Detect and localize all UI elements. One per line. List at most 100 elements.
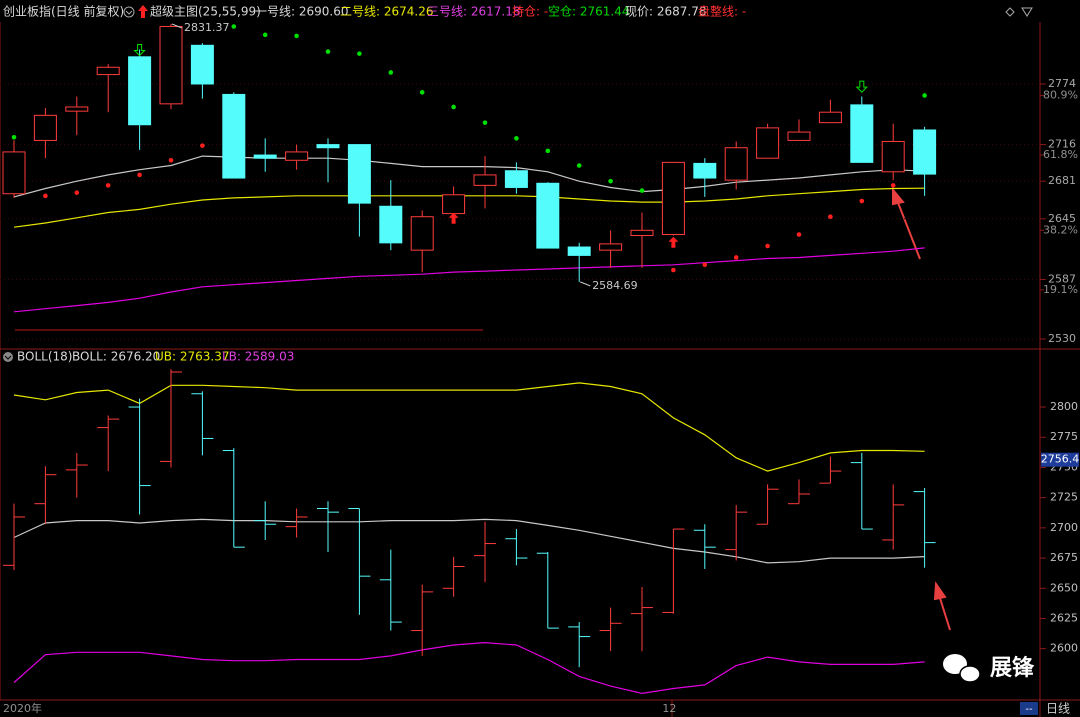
candle-body — [850, 104, 874, 163]
sar-dot — [922, 93, 927, 98]
sar-dot — [671, 267, 676, 273]
period-label[interactable]: 日线 — [1046, 702, 1070, 716]
footer-box[interactable] — [1020, 702, 1038, 715]
boll-line — [13, 382, 925, 472]
indicator-icon[interactable] — [3, 352, 13, 362]
pct-tick-label: 19.1% — [1043, 283, 1078, 296]
annotation: 2584.69 — [592, 279, 638, 292]
x-tick-label: 2020年 — [3, 701, 42, 715]
sar-dot — [11, 134, 17, 140]
header-item: 现价: 2687.78 — [625, 5, 706, 19]
sar-dot — [43, 193, 48, 199]
candle-body — [473, 174, 497, 186]
y-tick-label: 2700 — [1050, 521, 1078, 534]
sar-dot — [388, 70, 394, 75]
y-tick-label: 2775 — [1050, 430, 1078, 443]
boll-legend: UB: 2763.37 — [155, 350, 230, 364]
sell-signal — [133, 44, 146, 57]
candle-body — [599, 243, 623, 251]
candle-body — [787, 131, 811, 141]
header-item: 创业板指(日线 前复权) — [3, 4, 124, 19]
indicator-line — [13, 247, 925, 313]
sar-dot — [733, 255, 739, 260]
footer-box-label: -- — [1025, 704, 1033, 715]
pct-tick-label: 61.8% — [1043, 148, 1078, 161]
sar-dot — [482, 120, 488, 125]
sar-dot — [74, 190, 80, 195]
candle-body — [159, 25, 183, 105]
dropdown-icon[interactable] — [123, 6, 135, 18]
candle-body — [2, 151, 26, 195]
y-tick-label: 2625 — [1050, 611, 1078, 624]
candle-body — [65, 106, 89, 112]
price-marker-label: 2756.4 — [1041, 453, 1080, 466]
collapse-icon[interactable] — [1021, 7, 1033, 17]
y-tick-label: 2681 — [1048, 174, 1076, 187]
signal-icon — [138, 5, 148, 18]
indicator-line — [13, 155, 925, 198]
sar-dot — [765, 243, 770, 249]
header-item: 三号线: 2617.18 — [427, 5, 520, 19]
window-icon[interactable] — [1005, 7, 1015, 17]
candle-body — [253, 154, 277, 159]
boll-line — [13, 641, 925, 695]
sar-dot — [576, 163, 582, 168]
indicator-line — [13, 187, 925, 228]
sar-dot — [514, 136, 519, 141]
header-item: 超级主图(25,55,99) — [150, 4, 261, 19]
candle-body — [818, 111, 842, 124]
candle-body — [693, 162, 717, 179]
header-item: 持仓: - — [512, 4, 548, 19]
candle-body — [190, 44, 214, 85]
sar-dot — [357, 51, 362, 56]
sar-dot — [137, 172, 142, 178]
sar-dot — [796, 232, 802, 237]
y-tick-label: 2675 — [1050, 551, 1078, 564]
annotation: 2831.37 — [184, 21, 230, 34]
pct-tick-label: 38.2% — [1043, 223, 1078, 236]
boll-legend: LB: 2589.03 — [222, 350, 294, 364]
sar-dot — [608, 178, 613, 184]
boll-legend: BOLL(18) — [17, 350, 72, 364]
sar-dot — [859, 198, 865, 204]
y-tick-label: 2587 — [1048, 272, 1076, 285]
sar-dot — [702, 262, 708, 268]
y-tick-label: 2600 — [1050, 642, 1078, 655]
candle-body — [222, 93, 246, 179]
sar-dot — [325, 49, 331, 54]
y-tick-label: 2650 — [1050, 581, 1078, 594]
indicator-chevron — [4, 355, 12, 360]
candle-body — [316, 144, 340, 149]
candle-body — [913, 129, 937, 175]
price-marker — [1041, 452, 1079, 467]
y-tick-label: 2530 — [1048, 332, 1076, 345]
header-item: 盘整线: - — [698, 4, 746, 19]
x-tick-label: 12 — [662, 702, 676, 715]
pct-tick-label: 80.9% — [1043, 88, 1078, 101]
sar-dot — [828, 214, 833, 220]
boll-legend: BOLL: 2676.20 — [72, 350, 160, 364]
sar-dot — [451, 104, 456, 110]
candle-body — [756, 127, 780, 159]
y-tick-label: 2800 — [1050, 400, 1078, 413]
sar-dot — [419, 90, 425, 95]
y-tick-label: 2645 — [1048, 212, 1076, 225]
candle-body — [567, 246, 591, 256]
candle-body — [881, 140, 905, 173]
sar-dot — [105, 183, 111, 188]
candle-body — [347, 144, 371, 204]
sar-dot — [200, 143, 205, 148]
candle-body — [128, 56, 152, 126]
watermark-icon — [943, 654, 981, 683]
header-item: 二号线: 2674.26 — [340, 5, 433, 19]
watermark: 展锋 — [990, 655, 1035, 681]
boll-line — [13, 518, 925, 564]
dropdown-chevron — [125, 10, 133, 15]
candle-body — [536, 182, 560, 249]
sar-dot — [890, 183, 896, 188]
candle-body — [96, 66, 120, 76]
candle-body — [504, 170, 528, 188]
